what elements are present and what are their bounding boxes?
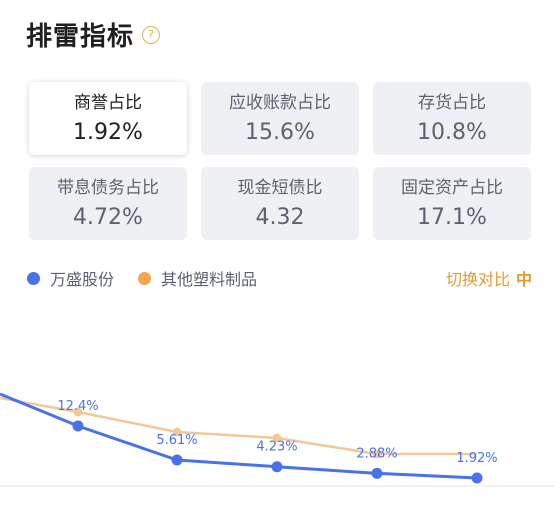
metric-card-fixed-assets[interactable]: 固定资产占比 17.1% <box>373 167 531 240</box>
series-points-company <box>72 420 483 484</box>
series-labels-company: 12.4% 5.61% 4.23% 2.88% 1.92% <box>57 399 497 466</box>
metric-value: 17.1% <box>417 204 487 230</box>
metric-label: 商誉占比 <box>74 92 142 113</box>
legend-item-company[interactable]: 万盛股份 <box>27 266 114 290</box>
switch-compare-button[interactable]: 切换对比 中 <box>446 266 532 290</box>
point-company-2 <box>171 454 183 466</box>
point-company-4 <box>371 467 383 479</box>
metric-value: 1.92% <box>73 119 143 145</box>
metric-value: 10.8% <box>417 119 487 145</box>
metric-card-interest-debt[interactable]: 带息债务占比 4.72% <box>29 167 187 240</box>
title-row: 排雷指标 ? <box>26 16 161 53</box>
metric-label: 存货占比 <box>418 92 486 113</box>
legend-dot-industry <box>138 271 152 285</box>
metric-card-receivables[interactable]: 应收账款占比 15.6% <box>201 82 359 155</box>
metric-card-cash-short-debt[interactable]: 现金短债比 4.32 <box>201 167 359 240</box>
metric-label: 固定资产占比 <box>401 177 503 198</box>
data-label-company-1: 12.4% <box>57 399 98 414</box>
switch-icon: 中 <box>515 270 532 289</box>
line-chart: 12.4% 5.61% 4.23% 2.88% 1.92% <box>0 392 554 487</box>
data-label-company-3: 4.23% <box>256 440 297 455</box>
point-company-1 <box>72 420 84 432</box>
question-circle-icon[interactable]: ? <box>142 25 161 44</box>
legend-label-industry: 其他塑料制品 <box>161 270 258 289</box>
point-industry-2 <box>172 427 182 437</box>
page-title: 排雷指标 <box>26 22 135 52</box>
data-label-company-2: 5.61% <box>156 433 197 448</box>
switch-label: 切换对比 <box>445 270 510 289</box>
metric-label: 带息债务占比 <box>57 177 159 198</box>
legend-item-industry[interactable]: 其他塑料制品 <box>138 266 257 290</box>
chart-legend: 万盛股份 其他塑料制品 <box>27 266 281 290</box>
metric-card-inventory[interactable]: 存货占比 10.8% <box>373 82 531 155</box>
metric-card-goodwill[interactable]: 商誉占比 1.92% <box>29 82 187 155</box>
metric-value: 4.32 <box>255 204 305 230</box>
data-label-company-5: 1.92% <box>456 451 497 466</box>
metric-label: 现金短债比 <box>237 177 323 198</box>
legend-dot-company <box>27 271 40 285</box>
legend-label-company: 万盛股份 <box>50 270 115 289</box>
metrics-grid: 商誉占比 1.92% 应收账款占比 15.6% 存货占比 10.8% 带息债务占… <box>29 82 531 240</box>
series-points-industry <box>73 407 382 459</box>
metric-label: 应收账款占比 <box>229 92 331 113</box>
point-industry-3 <box>272 433 282 443</box>
point-industry-1 <box>73 407 83 417</box>
series-line-industry <box>0 396 477 456</box>
data-label-company-4: 2.88% <box>356 446 397 461</box>
metric-value: 15.6% <box>245 119 315 145</box>
point-industry-4 <box>372 449 382 459</box>
point-company-3 <box>271 461 283 473</box>
metric-value: 4.72% <box>73 204 143 230</box>
point-company-5 <box>471 472 483 484</box>
series-line-company <box>0 392 478 480</box>
